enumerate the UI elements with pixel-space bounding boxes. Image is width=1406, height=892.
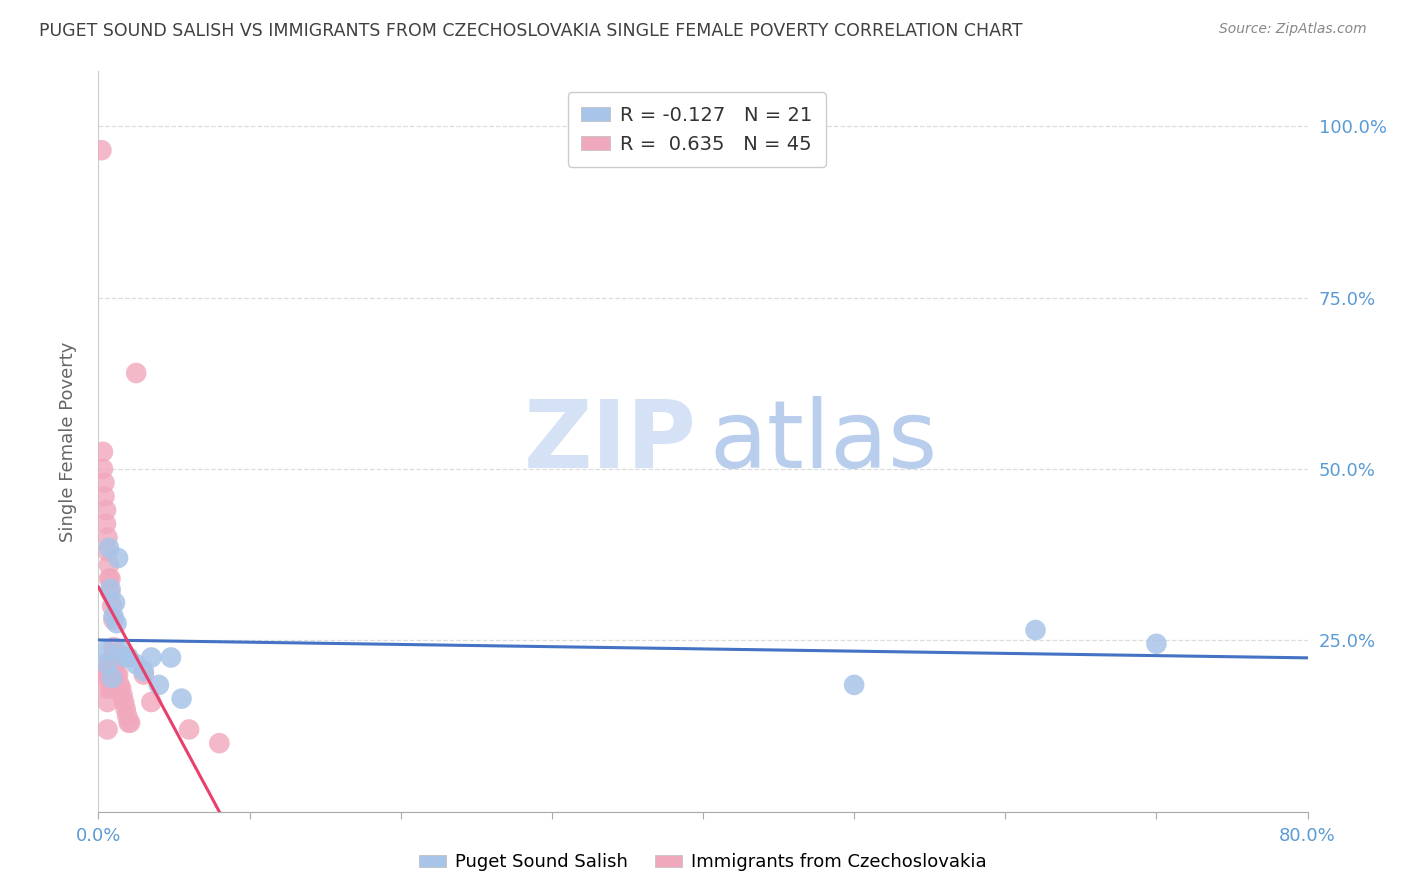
Point bbox=[103, 640, 125, 655]
Point bbox=[93, 489, 115, 503]
Text: atlas: atlas bbox=[709, 395, 938, 488]
Point bbox=[107, 667, 129, 681]
Point bbox=[91, 445, 114, 459]
Point bbox=[105, 667, 128, 681]
Point bbox=[100, 572, 122, 586]
Point bbox=[118, 650, 141, 665]
Point bbox=[118, 715, 141, 730]
Point bbox=[94, 516, 117, 531]
Point bbox=[91, 462, 114, 476]
Point bbox=[108, 678, 131, 692]
Point bbox=[148, 678, 170, 692]
Point bbox=[94, 667, 117, 681]
Point bbox=[96, 695, 118, 709]
Point bbox=[96, 723, 118, 737]
Point bbox=[179, 723, 201, 737]
Point bbox=[104, 596, 127, 610]
Point bbox=[103, 667, 125, 681]
Point bbox=[120, 715, 142, 730]
Text: Source: ZipAtlas.com: Source: ZipAtlas.com bbox=[1219, 22, 1367, 37]
Point bbox=[105, 616, 128, 631]
Point bbox=[96, 657, 118, 672]
Point bbox=[101, 671, 124, 685]
Point bbox=[98, 654, 121, 668]
Point bbox=[96, 531, 118, 545]
Point bbox=[103, 613, 125, 627]
Point bbox=[94, 681, 117, 696]
Text: ZIP: ZIP bbox=[524, 395, 697, 488]
Point bbox=[160, 650, 183, 665]
Point bbox=[93, 475, 115, 490]
Point bbox=[100, 582, 122, 596]
Legend: Puget Sound Salish, Immigrants from Czechoslovakia: Puget Sound Salish, Immigrants from Czec… bbox=[412, 847, 994, 879]
Point bbox=[1024, 623, 1046, 637]
Point bbox=[114, 650, 136, 665]
Point bbox=[114, 702, 136, 716]
Point bbox=[125, 366, 148, 380]
Point bbox=[98, 558, 121, 572]
Point bbox=[104, 654, 127, 668]
Point bbox=[101, 681, 124, 696]
Point bbox=[208, 736, 231, 750]
Point bbox=[111, 688, 134, 702]
Point bbox=[101, 599, 124, 613]
Point bbox=[141, 695, 163, 709]
Point bbox=[94, 643, 117, 657]
Point bbox=[115, 708, 138, 723]
Point bbox=[132, 664, 155, 678]
Point bbox=[132, 667, 155, 681]
Point bbox=[96, 667, 118, 681]
Point bbox=[100, 681, 122, 696]
Point bbox=[93, 667, 115, 681]
Text: PUGET SOUND SALISH VS IMMIGRANTS FROM CZECHOSLOVAKIA SINGLE FEMALE POVERTY CORRE: PUGET SOUND SALISH VS IMMIGRANTS FROM CZ… bbox=[39, 22, 1024, 40]
Point bbox=[110, 681, 132, 696]
Legend: R = -0.127   N = 21, R =  0.635   N = 45: R = -0.127 N = 21, R = 0.635 N = 45 bbox=[568, 92, 825, 167]
Point bbox=[98, 572, 121, 586]
Point bbox=[101, 667, 124, 681]
Point bbox=[90, 143, 112, 157]
Point bbox=[98, 541, 121, 555]
Point bbox=[100, 654, 122, 668]
Point bbox=[103, 609, 125, 624]
Point bbox=[170, 691, 193, 706]
Point bbox=[125, 657, 148, 672]
Y-axis label: Single Female Poverty: Single Female Poverty bbox=[59, 342, 77, 541]
Point bbox=[112, 695, 135, 709]
Point bbox=[844, 678, 866, 692]
Point bbox=[110, 643, 132, 657]
Point bbox=[1144, 637, 1167, 651]
Point bbox=[107, 551, 129, 566]
Point bbox=[101, 654, 124, 668]
Point bbox=[94, 503, 117, 517]
Point bbox=[96, 544, 118, 558]
Point bbox=[141, 650, 163, 665]
Point bbox=[100, 585, 122, 599]
